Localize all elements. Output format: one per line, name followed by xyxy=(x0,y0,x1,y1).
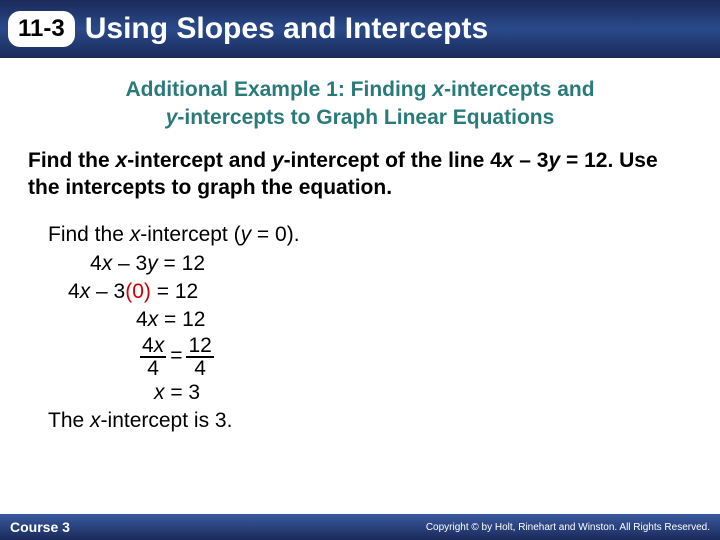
problem-statement: Find the x-intercept and y-intercept of … xyxy=(28,147,692,202)
step-text: = 0). xyxy=(251,223,299,246)
concl-text: The xyxy=(48,409,90,432)
eq-x-var: x xyxy=(148,308,159,331)
num-text: 4 xyxy=(142,334,154,357)
copyright-text: Copyright © by Holt, Rinehart and Winsto… xyxy=(426,522,710,533)
eq-text: = 3 xyxy=(165,381,201,404)
problem-text: -intercept of the line 4 xyxy=(284,149,502,172)
problem-text: – 3 xyxy=(513,149,548,172)
eq-text: = 12 xyxy=(151,280,198,303)
eq-text: = 12 xyxy=(158,308,205,331)
step-find-x-intercept: Find the x-intercept (y = 0). xyxy=(48,221,720,249)
eq-x-var: x xyxy=(80,280,91,303)
lesson-number-badge: 11-3 xyxy=(8,11,75,47)
step-text: Find the xyxy=(48,223,130,246)
example-subtitle: Additional Example 1: Finding x-intercep… xyxy=(0,76,720,133)
conclusion: The x-intercept is 3. xyxy=(48,407,720,435)
problem-x-var: x xyxy=(502,149,514,172)
course-label: Course 3 xyxy=(10,519,70,535)
work-steps: Find the x-intercept (y = 0). 4x – 3y = … xyxy=(48,221,720,435)
equation-result: x = 3 xyxy=(154,379,720,407)
subtitle-text: -intercepts and xyxy=(444,78,595,101)
subtitle-text: -intercepts to Graph Linear Equations xyxy=(177,106,554,129)
equals-sign: = xyxy=(170,342,182,370)
eq-text: 4 xyxy=(68,280,80,303)
eq-text: – 3 xyxy=(90,280,125,303)
fraction-denominator: 4 xyxy=(145,358,161,379)
footer-bar: Course 3 Copyright © by Holt, Rinehart a… xyxy=(0,514,720,540)
subtitle-x-var: x xyxy=(432,78,444,101)
eq-x-var: x xyxy=(102,252,113,275)
eq-x-var: x xyxy=(154,381,165,404)
concl-x-var: x xyxy=(90,409,101,432)
fraction-right: 12 4 xyxy=(186,335,213,379)
problem-x-var: x xyxy=(116,149,128,172)
problem-text: Find the xyxy=(28,149,116,172)
fraction-numerator: 4x xyxy=(140,335,166,358)
eq-text: 4 xyxy=(90,252,102,275)
problem-text: -intercept and xyxy=(127,149,272,172)
step-text: -intercept ( xyxy=(140,223,240,246)
eq-text: = 12 xyxy=(158,252,205,275)
header-bar: 11-3 Using Slopes and Intercepts xyxy=(0,0,720,58)
eq-text: 4 xyxy=(136,308,148,331)
fraction-left: 4x 4 xyxy=(140,335,166,379)
step-y-var: y xyxy=(241,223,252,246)
equation-division: 4x 4 = 12 4 xyxy=(140,335,720,379)
fraction-denominator: 4 xyxy=(192,358,208,379)
fraction-numerator: 12 xyxy=(186,335,213,358)
eq-text: – 3 xyxy=(112,252,147,275)
equation-simplified: 4x = 12 xyxy=(136,306,720,334)
equation-original: 4x – 3y = 12 xyxy=(90,250,720,278)
problem-y-var: y xyxy=(272,149,284,172)
equation-substitute: 4x – 3(0) = 12 xyxy=(68,278,720,306)
subtitle-y-var: y xyxy=(166,106,178,129)
eq-y-var: y xyxy=(147,252,158,275)
subtitle-text: Additional Example 1: Finding xyxy=(125,78,432,101)
problem-y-var: y xyxy=(548,149,560,172)
num-x-var: x xyxy=(154,334,165,357)
concl-text: -intercept is 3. xyxy=(101,409,233,432)
header-title: Using Slopes and Intercepts xyxy=(85,12,488,46)
eq-substituted-zero: (0) xyxy=(125,280,151,303)
step-x-var: x xyxy=(130,223,141,246)
